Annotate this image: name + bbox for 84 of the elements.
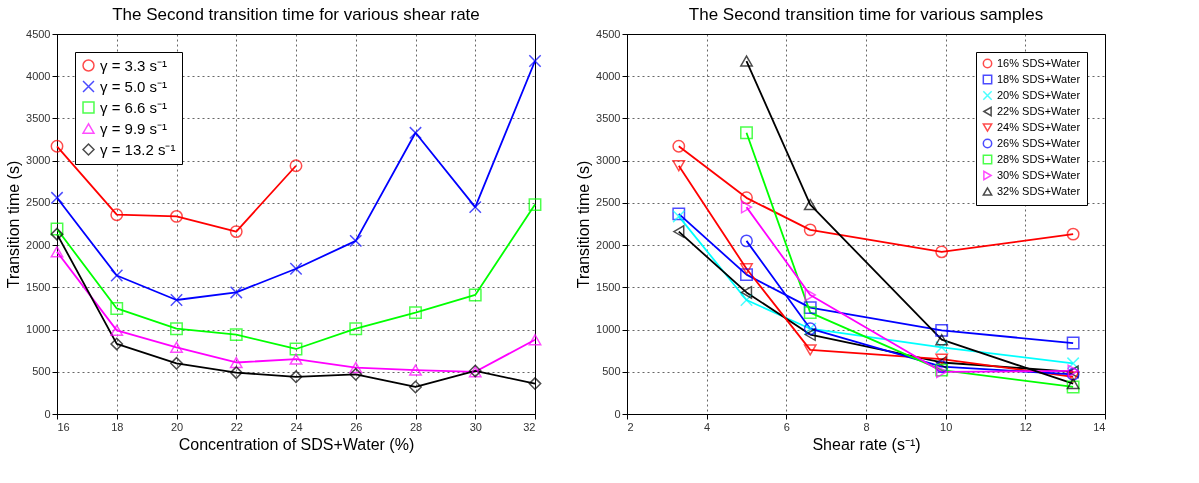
legend-label: γ = 6.6 s⁻¹ [100,98,168,116]
y-tick-label: 0 [44,407,51,420]
y-tick-label: 2000 [596,238,621,251]
y-tick-label: 4500 [596,27,621,40]
y-tick-label: 2500 [26,196,51,209]
legend-label: 20% SDS+Water [997,88,1081,101]
x-tick-label: 8 [863,420,870,433]
point [803,198,817,211]
x-tick-label: 28 [409,420,423,433]
point [1066,227,1080,241]
y-tick-label: 3000 [596,154,621,167]
point [804,288,816,302]
point [740,263,753,275]
legend-label: γ = 13.2 s⁻¹ [100,140,176,158]
x-tick-label: 22 [230,420,243,433]
y-tick-label: 1500 [26,280,51,293]
legend-label: 30% SDS+Water [997,168,1081,181]
y-tick-label: 3000 [26,154,51,167]
legend-label: γ = 5.0 s⁻¹ [100,77,168,95]
point [935,245,949,259]
x-tick-label: 30 [469,420,482,433]
point [935,353,949,365]
point [803,223,817,237]
point [672,160,686,172]
point [672,139,686,153]
y-tick-label: 4000 [596,69,621,82]
y-tick-label: 500 [602,365,621,378]
point [740,55,753,67]
x-tick-label: 12 [1019,420,1032,433]
legend-label: 32% SDS+Water [997,184,1081,197]
point [935,340,949,354]
point [740,200,753,214]
y-tick-label: 1000 [26,323,51,336]
y-axis-title: Transition time (s) [5,160,23,289]
point [935,323,949,337]
x-tick-label: 26 [350,420,363,433]
legend-label: 28% SDS+Water [997,152,1081,165]
x-axis-title: Concentration of SDS+Water (%) [178,435,415,453]
point [740,126,753,140]
y-tick-label: 0 [614,407,621,420]
x-tick-label: 16 [57,420,70,433]
legend-label: 16% SDS+Water [997,56,1081,69]
legend-label: γ = 3.3 s⁻¹ [100,56,168,74]
y-tick-label: 500 [32,365,51,378]
y-axis-title: Transition time (s) [575,160,593,289]
point [673,225,685,239]
point [740,234,753,248]
y-tick-label: 2000 [26,238,51,251]
x-axis-title: Shear rate (s⁻¹) [812,435,921,453]
point [740,191,753,205]
legend-label: 24% SDS+Water [997,120,1081,133]
y-tick-label: 3500 [596,111,621,124]
x-tick-label: 10 [940,420,953,433]
x-tick-label: 32 [523,420,536,433]
point [740,285,753,299]
legend-label: 18% SDS+Water [997,72,1081,85]
y-tick-label: 2500 [596,196,621,209]
x-tick-label: 6 [783,420,790,433]
y-tick-label: 4000 [26,69,51,82]
y-tick-label: 1500 [596,280,621,293]
point [1066,377,1080,390]
legend-label: γ = 9.9 s⁻¹ [100,119,168,137]
point [740,293,753,307]
x-tick-label: 4 [704,420,711,433]
x-tick-label: 2 [627,420,634,433]
point [803,344,817,356]
x-tick-label: 20 [170,420,184,433]
legend-label: 26% SDS+Water [997,136,1081,149]
x-tick-label: 18 [111,420,124,433]
point [803,306,817,320]
point [740,268,753,282]
point [804,328,816,342]
point [1066,371,1080,383]
y-tick-label: 4500 [26,27,51,40]
point [1066,336,1080,350]
x-tick-label: 14 [1093,420,1106,433]
y-tick-label: 3500 [26,111,51,124]
legend-label: 22% SDS+Water [997,104,1081,117]
chart-title: The Second transition time for various shear rate [112,5,480,24]
y-tick-label: 1000 [596,323,621,336]
chart-title: The Second transition time for various samples [688,5,1044,24]
point [935,334,949,346]
x-tick-label: 24 [290,420,303,433]
point [1066,380,1080,394]
